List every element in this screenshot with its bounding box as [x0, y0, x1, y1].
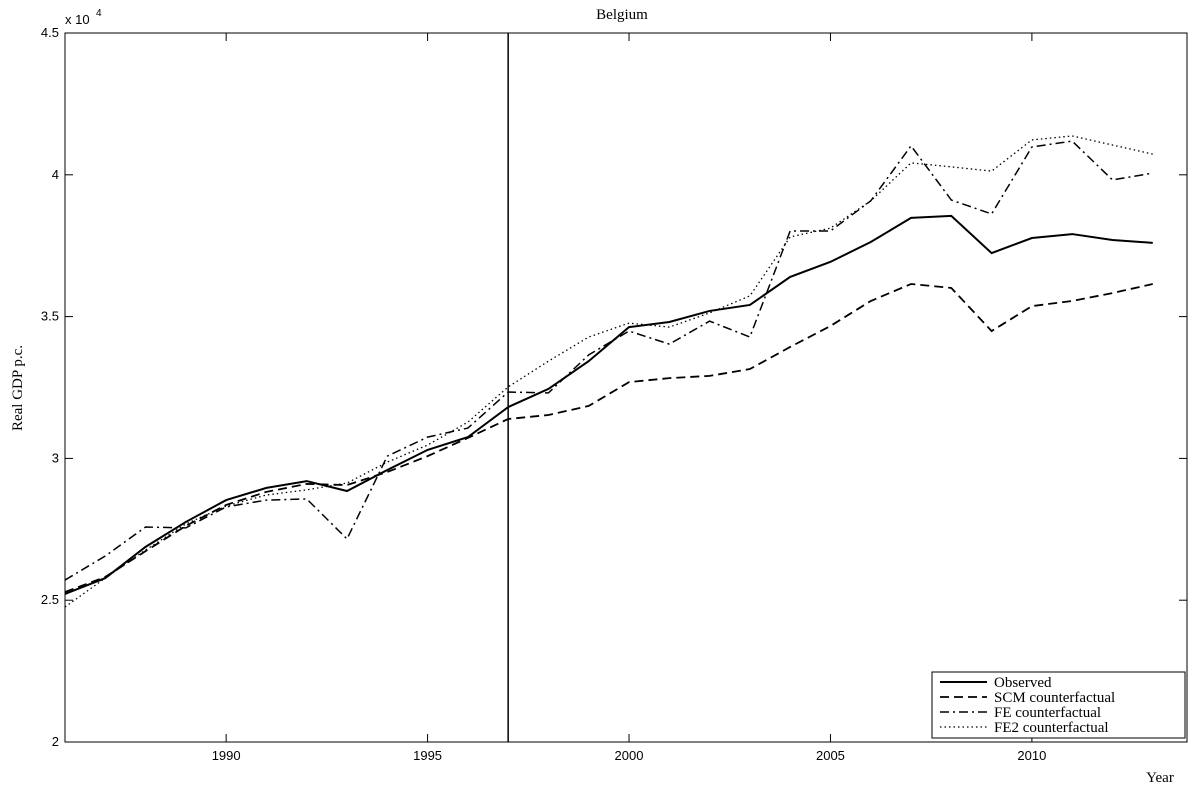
y-tick-label: 3: [52, 450, 59, 465]
legend-label: FE counterfactual: [994, 705, 1101, 721]
legend-label: Observed: [994, 675, 1052, 691]
x-tick-label: 2005: [816, 748, 845, 763]
y-tick-label: 2.5: [41, 592, 59, 607]
legend-label: SCM counterfactual: [994, 690, 1115, 706]
y-tick-label: 2: [52, 734, 59, 749]
series-line: [64, 135, 1153, 608]
series-line: [64, 214, 1153, 595]
legend-label: FE2 counterfactual: [994, 720, 1109, 736]
x-tick-label: 2010: [1017, 748, 1046, 763]
x-tick-label: 1995: [413, 748, 442, 763]
x-tick-label: 1990: [212, 748, 241, 763]
x-tick-label: 2000: [615, 748, 644, 763]
plot-frame: [64, 32, 1188, 743]
y-multiplier: x 10: [65, 12, 90, 27]
chart-title: Belgium: [596, 7, 648, 23]
y-tick-label: 3.5: [41, 309, 59, 324]
x-axis-label: Year: [1146, 770, 1174, 786]
y-tick-label: 4.5: [41, 25, 59, 40]
series-line: [64, 140, 1153, 581]
y-multiplier-exponent: 4: [96, 8, 102, 19]
y-tick-label: 4: [52, 167, 59, 182]
y-axis-label: Real GDP p.c.: [10, 345, 26, 431]
series-line: [64, 283, 1153, 593]
